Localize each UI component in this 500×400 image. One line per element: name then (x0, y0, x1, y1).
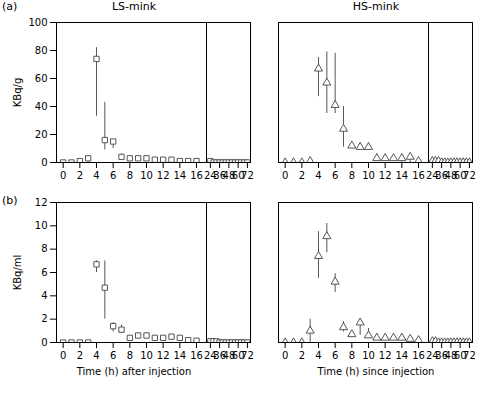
svg-text:10: 10 (362, 350, 375, 361)
svg-text:14: 14 (173, 350, 186, 361)
svg-text:36: 36 (435, 349, 448, 361)
svg-text:36: 36 (435, 169, 448, 181)
svg-text:14: 14 (395, 170, 408, 181)
svg-text:12: 12 (157, 170, 170, 181)
html-text:Time (h) after injection: Time (h) after injection (76, 366, 192, 377)
svg-text:KBq/ml: KBq/ml (12, 255, 23, 291)
svg-text:48: 48 (444, 349, 458, 361)
svg-text:0: 0 (41, 157, 47, 168)
svg-text:6: 6 (110, 350, 116, 361)
svg-text:8: 8 (349, 170, 355, 181)
svg-text:0: 0 (282, 350, 288, 361)
svg-text:10: 10 (140, 350, 153, 361)
svg-text:48: 48 (222, 349, 236, 361)
svg-text:0: 0 (41, 337, 47, 348)
svg-text:6: 6 (332, 350, 338, 361)
svg-text:12: 12 (157, 350, 170, 361)
svg-text:14: 14 (173, 170, 186, 181)
svg-text:2: 2 (299, 170, 305, 181)
svg-text:2: 2 (299, 350, 305, 361)
svg-text:12: 12 (379, 350, 392, 361)
svg-text:24: 24 (204, 169, 217, 181)
svg-text:60: 60 (231, 169, 245, 181)
svg-text:40: 40 (35, 101, 48, 112)
svg-text:72: 72 (463, 170, 476, 181)
html-text:(b): (b) (2, 194, 18, 207)
svg-text:10: 10 (140, 170, 153, 181)
html-text:(a): (a) (2, 0, 18, 13)
svg-text:48: 48 (222, 169, 236, 181)
svg-text:4: 4 (93, 350, 99, 361)
svg-text:6: 6 (110, 170, 116, 181)
svg-text:12: 12 (379, 170, 392, 181)
svg-text:8: 8 (41, 243, 47, 254)
svg-text:60: 60 (453, 169, 467, 181)
svg-text:0: 0 (60, 350, 66, 361)
svg-text:20: 20 (35, 129, 48, 140)
svg-text:72: 72 (241, 350, 254, 361)
svg-text:72: 72 (241, 170, 254, 181)
svg-text:6: 6 (332, 170, 338, 181)
svg-text:36: 36 (213, 169, 226, 181)
svg-text:16: 16 (190, 350, 203, 361)
svg-text:8: 8 (127, 170, 133, 181)
svg-text:2: 2 (77, 170, 83, 181)
html-text:Time (h) since injection: Time (h) since injection (317, 366, 435, 377)
svg-text:0: 0 (60, 170, 66, 181)
svg-text:80: 80 (35, 45, 48, 56)
html-text:HS-mink: HS-mink (352, 0, 400, 13)
svg-text:6: 6 (41, 267, 47, 278)
svg-text:10: 10 (362, 170, 375, 181)
svg-text:KBq/g: KBq/g (12, 78, 23, 107)
svg-text:60: 60 (453, 349, 467, 361)
svg-text:100: 100 (28, 17, 47, 28)
svg-text:14: 14 (395, 350, 408, 361)
svg-text:10: 10 (35, 220, 48, 231)
svg-text:16: 16 (412, 170, 425, 181)
svg-text:12: 12 (35, 197, 48, 208)
svg-text:24: 24 (204, 349, 217, 361)
svg-text:16: 16 (190, 170, 203, 181)
svg-text:4: 4 (93, 170, 99, 181)
svg-text:8: 8 (349, 350, 355, 361)
svg-text:72: 72 (463, 350, 476, 361)
svg-text:2: 2 (77, 350, 83, 361)
svg-text:60: 60 (35, 73, 48, 84)
html-text:LS-mink: LS-mink (111, 0, 157, 13)
svg-text:24: 24 (426, 169, 439, 181)
svg-text:2: 2 (41, 313, 47, 324)
svg-text:24: 24 (426, 349, 439, 361)
svg-text:36: 36 (213, 349, 226, 361)
svg-text:4: 4 (315, 170, 321, 181)
svg-text:4: 4 (315, 350, 321, 361)
svg-text:48: 48 (444, 169, 458, 181)
svg-text:8: 8 (127, 350, 133, 361)
svg-text:4: 4 (41, 290, 47, 301)
svg-text:0: 0 (282, 170, 288, 181)
svg-text:60: 60 (231, 349, 245, 361)
svg-text:16: 16 (412, 350, 425, 361)
